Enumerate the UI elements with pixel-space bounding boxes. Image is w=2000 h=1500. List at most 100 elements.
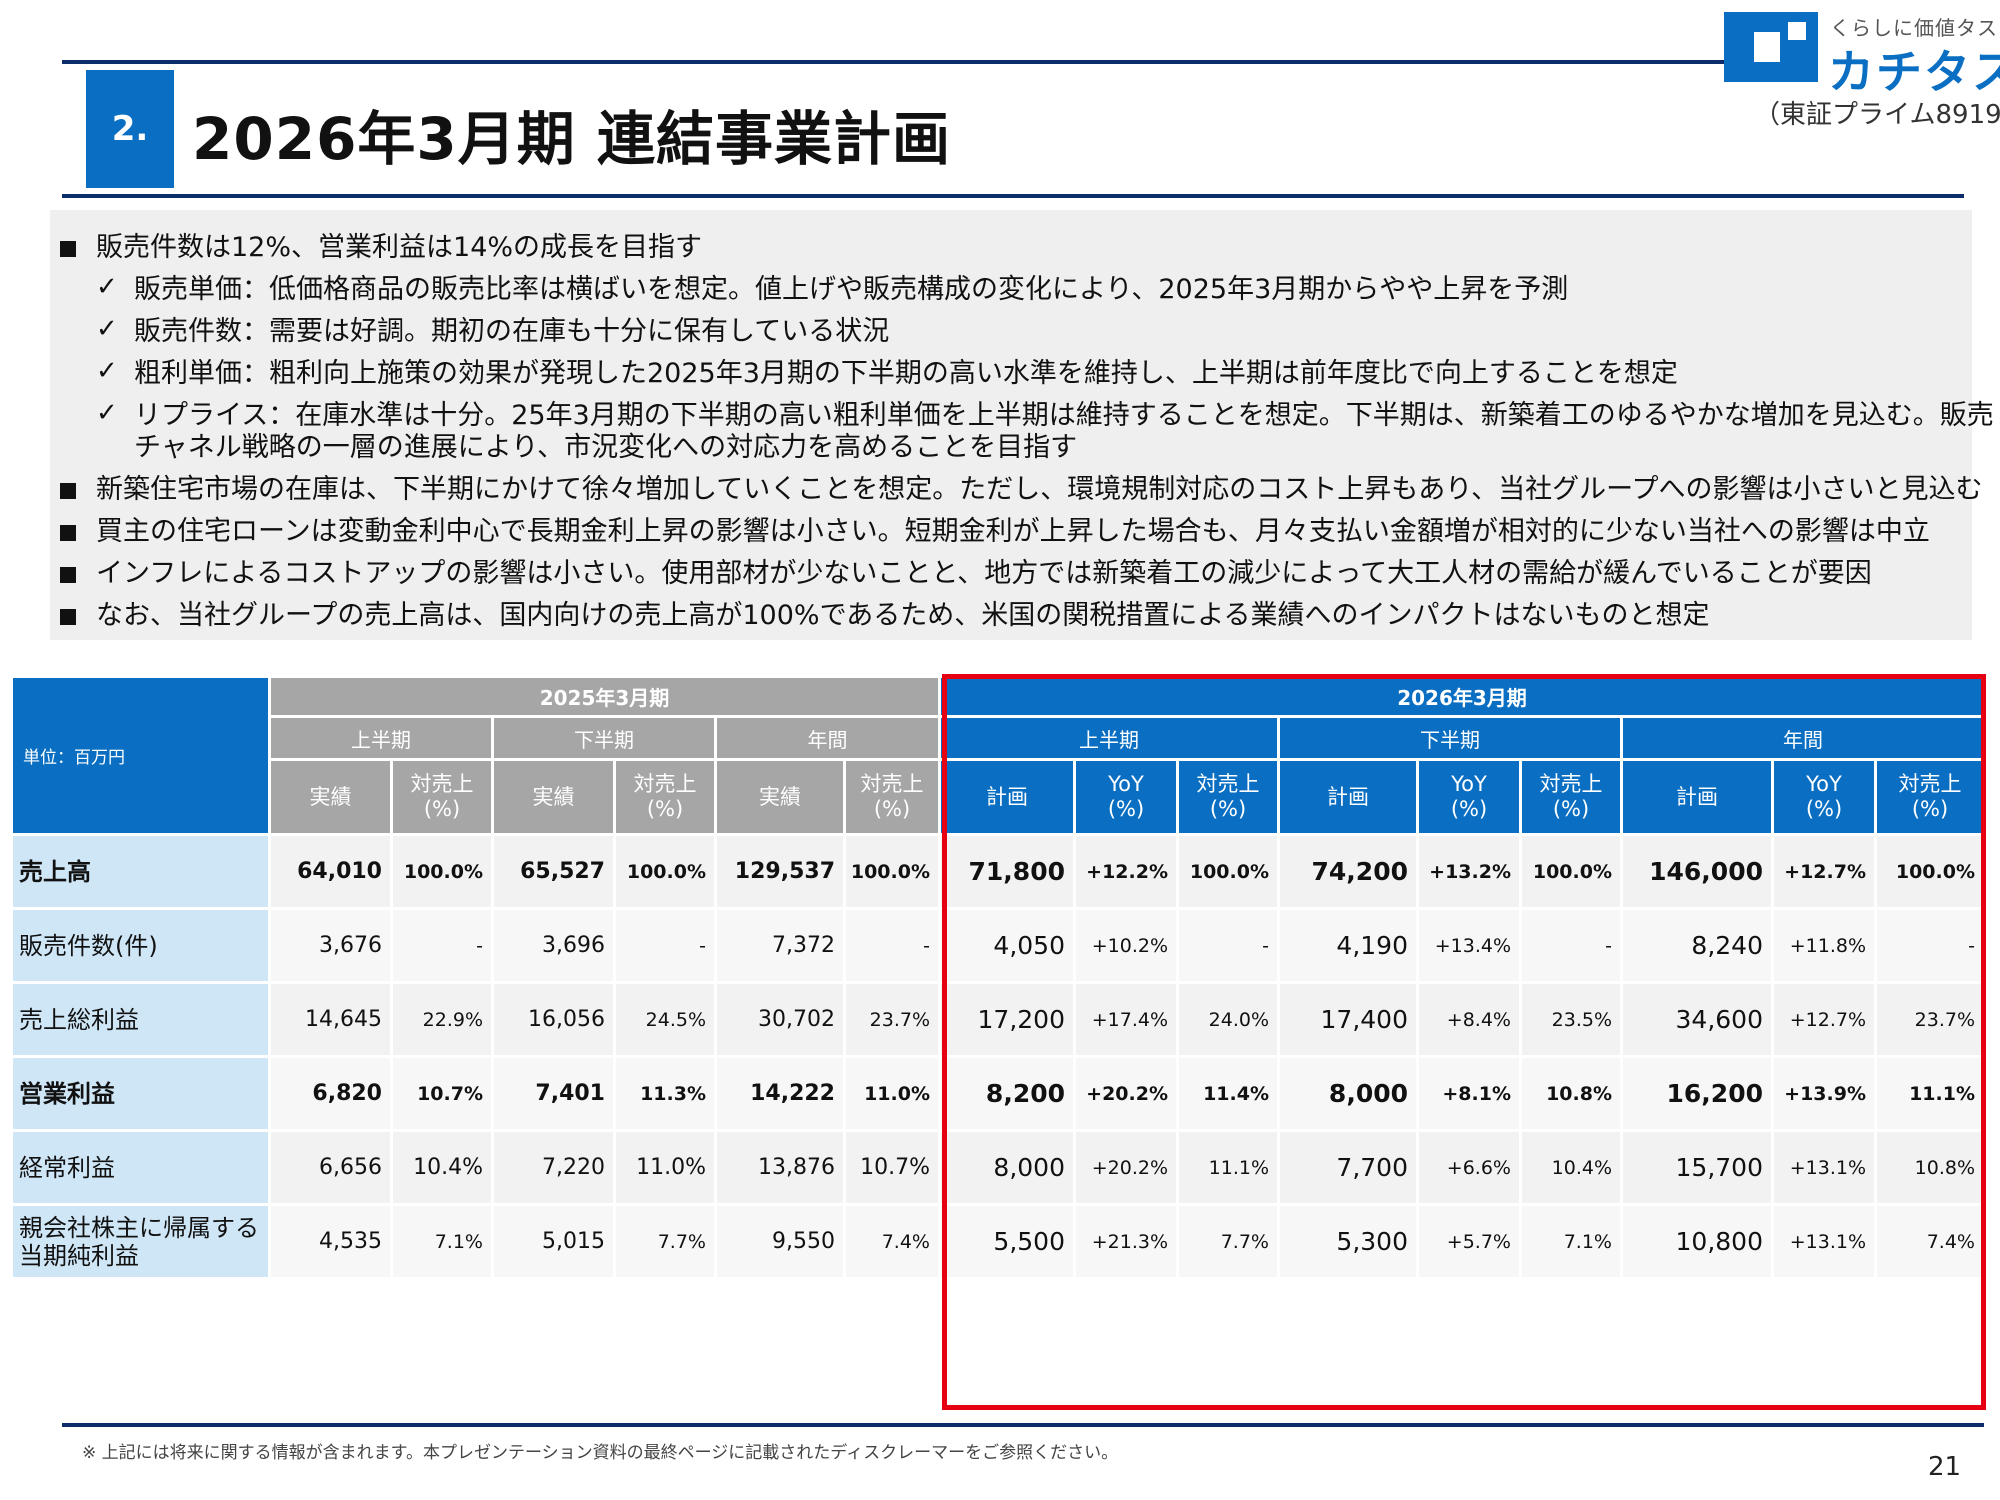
logo-mark-icon: [1724, 12, 1818, 82]
cell-percent: +13.1%: [1774, 1132, 1874, 1203]
cell-percent: +20.2%: [1076, 1058, 1176, 1129]
bullet-text: なお、当社グループの売上高は、国内向けの売上高が100%であるため、米国の関税措…: [96, 600, 1710, 631]
cell-amount: 13,876: [717, 1132, 843, 1203]
bullet-text: 買主の住宅ローンは変動金利中心で長期金利上昇の影響は小さい。短期金利が上昇した場…: [96, 516, 1930, 547]
cell-percent: +21.3%: [1076, 1206, 1176, 1277]
company-logo: くらしに価値タス カチタス （東証プライム8919）: [1724, 10, 2000, 130]
cell-percent: 7.7%: [1179, 1206, 1277, 1277]
column-header-yoy: YoY (%): [1419, 761, 1519, 833]
cell-percent: 23.5%: [1522, 984, 1620, 1055]
cell-amount: 8,000: [941, 1132, 1073, 1203]
cell-amount: 74,200: [1280, 836, 1416, 907]
table-row: 営業利益 6,820 10.7% 7,401 11.3% 14,222 11.0% 8,200…: [13, 1058, 1983, 1129]
cell-percent: +13.1%: [1774, 1206, 1874, 1277]
cell-percent: 11.4%: [1179, 1058, 1277, 1129]
bullet-text: インフレによるコストアップの影響は小さい。使用部材が少ないことと、地方では新築着…: [96, 558, 1872, 589]
bullet-panel: 販売件数は12%、営業利益は14%の成長を目指す ✓ 販売単価：低価格商品の販売比率…: [50, 210, 1994, 640]
cell-amount: 3,696: [494, 910, 613, 981]
cell-amount: 8,240: [1623, 910, 1771, 981]
row-label: 販売件数(件): [13, 910, 268, 981]
cell-percent: +13.4%: [1419, 910, 1519, 981]
cell-amount: 4,190: [1280, 910, 1416, 981]
cell-percent: -: [1877, 910, 1983, 981]
column-header-actual: 実績: [494, 761, 613, 833]
cell-percent: +12.7%: [1774, 984, 1874, 1055]
table-row: 親会社株主に帰属する 当期純利益 4,535 7.1% 5,015 7.7% 9,550 7…: [13, 1206, 1983, 1277]
cell-percent: 11.3%: [616, 1058, 714, 1129]
cell-amount: 5,300: [1280, 1206, 1416, 1277]
footer-note: ※ 上記には将来に関する情報が含まれます。本プレゼンテーション資料の最終ページに…: [82, 1443, 1119, 1463]
check-icon: ✓: [96, 398, 118, 428]
cell-percent: +17.4%: [1076, 984, 1176, 1055]
cell-percent: 22.9%: [393, 984, 491, 1055]
row-label: 売上総利益: [13, 984, 268, 1055]
cell-percent: 100.0%: [1522, 836, 1620, 907]
fy2025-second-half: 下半期: [494, 718, 714, 758]
cell-amount: 9,550: [717, 1206, 843, 1277]
fy2025-first-half: 上半期: [271, 718, 491, 758]
cell-amount: 7,700: [1280, 1132, 1416, 1203]
fy2026-second-half: 下半期: [1280, 718, 1620, 758]
bullet-text: チャネル戦略の一層の進展により、市況変化への対応力を高めることを目指す: [134, 432, 1078, 463]
section-number: 2.: [86, 70, 174, 188]
cell-percent: 11.1%: [1179, 1132, 1277, 1203]
table-row: 経常利益 6,656 10.4% 7,220 11.0% 13,876 10.7% 8,000…: [13, 1132, 1983, 1203]
cell-percent: 7.4%: [1877, 1206, 1983, 1277]
unit-label: 単位：百万円: [13, 678, 268, 833]
logo-name: カチタス: [1828, 45, 2000, 99]
cell-percent: 7.1%: [1522, 1206, 1620, 1277]
cell-percent: 23.7%: [846, 984, 938, 1055]
table-row: 売上総利益 14,645 22.9% 16,056 24.5% 30,702 23.7% 17…: [13, 984, 1983, 1055]
cell-percent: 23.7%: [1877, 984, 1983, 1055]
cell-amount: 7,220: [494, 1132, 613, 1203]
cell-percent: +10.2%: [1076, 910, 1176, 981]
bullet-text: 粗利単価：粗利向上施策の効果が発現した2025年3月期の下半期の高い水準を維持し…: [134, 358, 1678, 389]
cell-percent: 100.0%: [393, 836, 491, 907]
cell-amount: 10,800: [1623, 1206, 1771, 1277]
cell-percent: +11.8%: [1774, 910, 1874, 981]
cell-amount: 65,527: [494, 836, 613, 907]
column-header-ratio: 対売上 (%): [1877, 761, 1983, 833]
cell-percent: +5.7%: [1419, 1206, 1519, 1277]
square-bullet-icon: [60, 609, 76, 625]
cell-percent: -: [846, 910, 938, 981]
column-header-ratio: 対売上 (%): [616, 761, 714, 833]
check-icon: ✓: [96, 272, 118, 302]
page-number: 21: [1928, 1452, 1962, 1482]
top-rule: [62, 60, 1732, 64]
bullet-text: リプライス：在庫水準は十分。25年3月期の下半期の高い粗利単価を上半期は維持する…: [134, 400, 1994, 431]
cell-percent: +8.1%: [1419, 1058, 1519, 1129]
title-rule: [62, 194, 1964, 198]
cell-percent: +8.4%: [1419, 984, 1519, 1055]
square-bullet-icon: [60, 241, 76, 257]
row-label: 営業利益: [13, 1058, 268, 1129]
cell-amount: 17,200: [941, 984, 1073, 1055]
cell-amount: 8,000: [1280, 1058, 1416, 1129]
cell-percent: 10.7%: [393, 1058, 491, 1129]
check-icon: ✓: [96, 356, 118, 386]
cell-amount: 5,500: [941, 1206, 1073, 1277]
bullet-text: 販売件数：需要は好調。期初の在庫も十分に保有している状況: [134, 316, 890, 347]
table-row: 売上高 64,010 100.0% 65,527 100.0% 129,537 100.0%…: [13, 836, 1983, 907]
cell-amount: 16,056: [494, 984, 613, 1055]
cell-percent: 7.7%: [616, 1206, 714, 1277]
row-label: 売上高: [13, 836, 268, 907]
cell-percent: +13.9%: [1774, 1058, 1874, 1129]
row-label: 経常利益: [13, 1132, 268, 1203]
cell-amount: 14,645: [271, 984, 390, 1055]
cell-amount: 4,050: [941, 910, 1073, 981]
cell-amount: 14,222: [717, 1058, 843, 1129]
cell-amount: 3,676: [271, 910, 390, 981]
bullet-text: 新築住宅市場の在庫は、下半期にかけて徐々増加していくことを想定。ただし、環境規制…: [96, 474, 1983, 505]
square-bullet-icon: [60, 483, 76, 499]
cell-amount: 34,600: [1623, 984, 1771, 1055]
bullet-text: 販売件数は12%、営業利益は14%の成長を目指す: [96, 232, 703, 263]
cell-amount: 6,656: [271, 1132, 390, 1203]
cell-percent: -: [1522, 910, 1620, 981]
row-label: 親会社株主に帰属する 当期純利益: [13, 1206, 268, 1277]
cell-amount: 5,015: [494, 1206, 613, 1277]
page-title: 2026年3月期 連結事業計画: [192, 105, 951, 173]
cell-amount: 4,535: [271, 1206, 390, 1277]
cell-amount: 15,700: [1623, 1132, 1771, 1203]
cell-amount: 146,000: [1623, 836, 1771, 907]
